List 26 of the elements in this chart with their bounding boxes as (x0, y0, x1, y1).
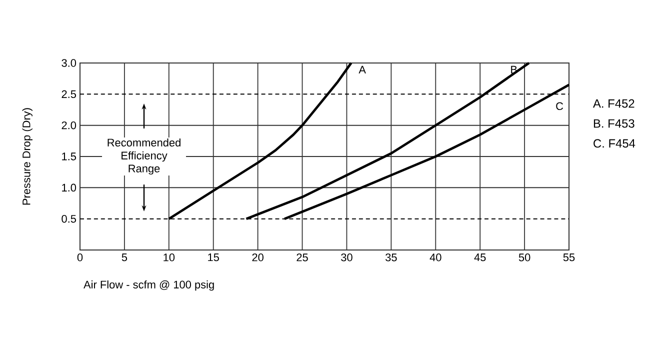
text: C. F454 (594, 139, 636, 148)
text: A. F452 (592, 99, 634, 108)
text: B. F453 (594, 119, 634, 128)
x-tick-label: 20 (252, 254, 264, 262)
x-tick-label: 55 (563, 254, 575, 262)
x-tick-label: 0 (77, 254, 83, 262)
x-tick-label: 10 (164, 254, 175, 262)
x-tick-label: 40 (430, 254, 442, 262)
y-tick-label: 3.0 (62, 59, 76, 67)
y-tick-label: 1.5 (62, 152, 76, 160)
x-tick-label: 45 (474, 254, 486, 262)
x-tick-label: 30 (341, 254, 352, 262)
x-axis-title: Air Flow - scfm @ 100 psig (84, 280, 214, 291)
y-tick-label: 1.0 (62, 184, 76, 192)
series-label: A (358, 66, 366, 74)
y-tick-label: 2.5 (62, 90, 76, 98)
x-tick-label: 50 (518, 254, 530, 262)
x-tick-label: 25 (296, 254, 308, 262)
y-tick-label: 0.5 (62, 214, 76, 223)
x-tick-label: 15 (208, 254, 219, 262)
annotation: Recommended Efficiency Range (108, 138, 180, 175)
x-tick-label: 35 (386, 254, 397, 262)
y-tick-label: 2.0 (62, 121, 76, 130)
x-tick-label: 5 (122, 254, 128, 262)
series-label: C (556, 102, 564, 110)
y-axis-title: Pressure Drop (Dry) (22, 108, 32, 205)
